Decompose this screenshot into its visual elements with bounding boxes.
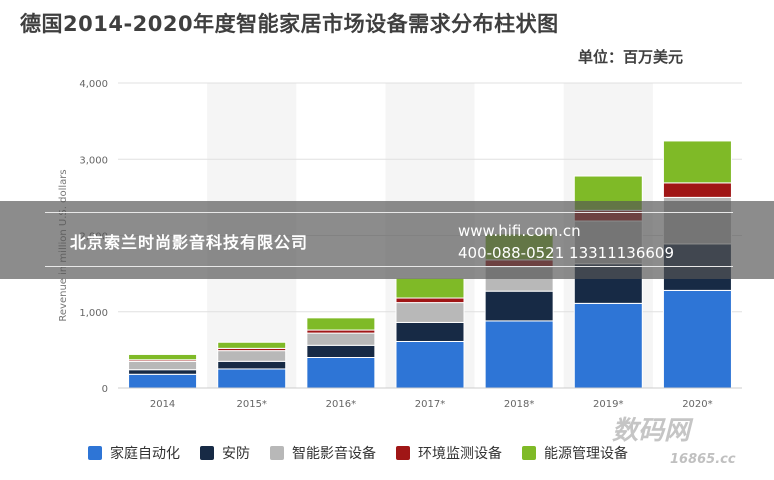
legend-swatch: [270, 446, 284, 460]
x-tick-label: 2016*: [326, 399, 356, 410]
legend-label: 安防: [222, 446, 250, 462]
legend-swatch: [396, 446, 410, 460]
site-watermark-domain: 16865.cc: [670, 452, 736, 467]
bar-segment: [306, 344, 376, 358]
legend-label: 环境监测设备: [418, 446, 502, 462]
unit-label: 单位：百万美元: [578, 48, 684, 66]
bar-segment: [128, 369, 198, 375]
y-tick-label: 1,000: [79, 308, 108, 319]
chart-legend: 家庭自动化 安防 智能影音设备 环境监测设备 能源管理设备: [88, 443, 648, 463]
bar-segment: [217, 368, 287, 389]
y-tick-label: 0: [102, 384, 108, 395]
bar-segment: [128, 373, 198, 389]
bar-segment: [395, 340, 465, 389]
legend-label: 智能影音设备: [292, 446, 376, 462]
legend-item: 能源管理设备: [522, 443, 628, 463]
legend-label: 家庭自动化: [110, 446, 180, 462]
bar-segment: [395, 277, 465, 299]
bar-segment: [306, 357, 376, 389]
site-watermark: 数码网: [612, 416, 691, 446]
x-tick-label: 2018*: [504, 399, 534, 410]
legend-item: 安防: [200, 443, 250, 463]
bar-segment: [306, 332, 376, 346]
x-tick-label: 2015*: [236, 399, 266, 410]
bar-segment: [484, 320, 554, 389]
legend-swatch: [522, 446, 536, 460]
bar-segment: [484, 290, 554, 322]
legend-item: 智能影音设备: [270, 443, 376, 463]
legend-item: 家庭自动化: [88, 443, 180, 463]
watermark-rule-top: [45, 212, 733, 213]
watermark-company: 北京索兰时尚影音科技有限公司: [70, 233, 309, 252]
bar-segment: [662, 182, 732, 198]
bar-segment: [662, 140, 732, 184]
watermark-rule-bottom: [45, 266, 733, 267]
bar-segment: [573, 302, 643, 389]
legend-swatch: [88, 446, 102, 460]
bar-segment: [395, 297, 465, 304]
x-tick-label: 2017*: [415, 399, 445, 410]
x-tick-label: 2020*: [682, 399, 712, 410]
legend-item: 环境监测设备: [396, 443, 502, 463]
x-tick-label: 2014: [150, 399, 175, 410]
watermark-url: www.hifi.com.cn: [458, 222, 581, 240]
x-tick-label: 2019*: [593, 399, 623, 410]
bar-segment: [395, 302, 465, 323]
bar-segment: [128, 353, 198, 361]
watermark-phone: 400-088-0521 13311136609: [458, 244, 675, 262]
bar-segment: [217, 360, 287, 370]
bar-segment: [217, 341, 287, 349]
bar-segment: [128, 360, 198, 371]
bar-segment: [306, 317, 376, 331]
y-tick-label: 4,000: [79, 79, 108, 90]
y-tick-label: 3,000: [79, 155, 108, 166]
bar-segment: [217, 350, 287, 362]
bar-segment: [662, 289, 732, 389]
legend-label: 能源管理设备: [544, 446, 628, 462]
bar-segment: [395, 321, 465, 342]
legend-swatch: [200, 446, 214, 460]
chart-title: 德国2014-2020年度智能家居市场设备需求分布柱状图: [20, 12, 559, 36]
